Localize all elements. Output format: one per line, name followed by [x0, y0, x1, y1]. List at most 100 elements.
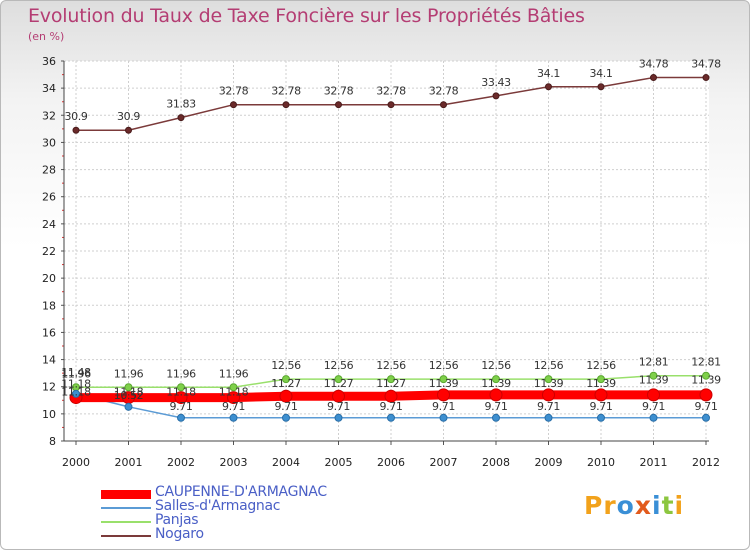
point-caupenne-2002: [174, 391, 188, 405]
point-nogaro-2007: [440, 101, 447, 109]
legend-label: Nogaro: [155, 526, 204, 542]
x-tick-label-2006: 2006: [377, 456, 405, 469]
data-label-salles-2012: 9.71: [695, 400, 718, 413]
point-panjas-2002: [177, 383, 185, 392]
logo-letter: o: [616, 491, 635, 520]
x-tick-label-2002: 2002: [167, 456, 195, 469]
point-panjas-2008: [492, 375, 500, 384]
data-label-panjas-lower-2009: 11.39: [534, 377, 564, 390]
point-salles-2003: [229, 413, 238, 422]
x-tick-label-2012: 2012: [692, 456, 720, 469]
data-label-nogaro-2003: 32.78: [219, 85, 249, 98]
point-nogaro-2011: [650, 74, 657, 82]
x-tick-label-2003: 2003: [220, 456, 248, 469]
point-panjas-2007: [439, 375, 448, 384]
data-label-nogaro-2009: 34.1: [537, 67, 560, 80]
data-label-panjas-lower-2001: 11.18: [114, 385, 144, 398]
data-label-salles-2005: 9.71: [327, 400, 350, 413]
logo-letter: r: [603, 491, 617, 520]
data-label-nogaro-2000: 30.9: [65, 110, 88, 123]
legend-swatch: [101, 507, 151, 509]
point-caupenne-2007: [437, 388, 450, 402]
point-panjas-2010: [597, 375, 605, 384]
data-label-salles-2008: 9.71: [485, 400, 508, 413]
point-panjas-2003: [229, 383, 238, 392]
data-label-panjas-lower-2007: 11.39: [429, 377, 459, 390]
data-label-panjas-2000: 11.96: [61, 367, 91, 380]
point-caupenne-2006: [384, 389, 398, 403]
point-caupenne-2010: [594, 388, 608, 402]
data-label-salles-2003: 9.71: [222, 400, 245, 413]
point-nogaro-2001: [125, 126, 132, 134]
data-label-salles-first-2000: 11.48: [61, 366, 91, 379]
point-panjas-2006: [387, 375, 395, 384]
data-label-panjas-2002: 11.96: [166, 367, 196, 380]
data-label-panjas-lower-2002: 11.18: [166, 385, 196, 398]
point-nogaro-2003: [230, 101, 237, 109]
data-label-nogaro-2001: 30.9: [117, 110, 140, 123]
logo-letter: x: [634, 491, 652, 520]
point-salles-2005: [334, 413, 343, 422]
y-tick-label-34: 34: [42, 82, 56, 95]
point-caupenne-2012: [699, 388, 713, 402]
data-label-panjas-lower-2004: 11.27: [271, 377, 301, 390]
y-tick-label-18: 18: [42, 299, 56, 312]
y-tick-label-12: 12: [42, 381, 56, 394]
unit-label: (en %): [28, 30, 65, 43]
x-tick-label-2005: 2005: [325, 456, 353, 469]
data-label-nogaro-2007: 32.78: [429, 85, 459, 98]
data-label-panjas-lower-2006: 11.27: [376, 377, 406, 390]
logo-letter: P: [584, 491, 604, 520]
legend-label: CAUPENNE-D'ARMAGNAC: [155, 484, 327, 500]
data-label-panjas-2010: 12.56: [586, 359, 616, 372]
point-panjas-2012: [702, 371, 710, 380]
point-caupenne-2005: [332, 389, 345, 403]
data-label-panjas-lower-2005: 11.27: [324, 377, 354, 390]
data-label-panjas-2005: 12.56: [324, 359, 354, 372]
data-label-panjas-2012: 12.81: [691, 356, 721, 369]
data-label-salles-2011: 9.71: [642, 400, 665, 413]
data-label-panjas-2004: 12.56: [271, 359, 301, 372]
logo-letter: i: [652, 491, 662, 520]
point-panjas-2005: [334, 375, 343, 384]
chart-title: Evolution du Taux de Taxe Foncière sur l…: [28, 5, 585, 27]
data-label-panjas-2003: 11.96: [219, 367, 249, 380]
x-tick-label-2011: 2011: [640, 456, 668, 469]
data-label-nogaro-2004: 32.78: [271, 85, 301, 98]
data-label-nogaro-2008: 33.43: [481, 76, 511, 89]
point-salles-2012: [702, 413, 710, 422]
point-salles-2006: [387, 413, 395, 422]
point-salles-2008: [492, 413, 500, 422]
data-label-salles-2010: 9.71: [590, 400, 613, 413]
data-label-salles-2002: 9.71: [170, 400, 193, 413]
data-label-nogaro-2005: 32.78: [324, 85, 354, 98]
data-label-panjas-lower-2010: 11.39: [586, 377, 616, 390]
y-tick-label-22: 22: [42, 245, 56, 258]
point-nogaro-2006: [387, 101, 395, 109]
point-salles-2002: [177, 413, 185, 422]
point-salles-2009: [544, 413, 553, 422]
y-tick-label-14: 14: [42, 354, 56, 367]
point-nogaro-2012: [702, 74, 710, 82]
logo-letter: t: [661, 491, 675, 520]
point-salles-2007: [439, 413, 448, 422]
legend-label: Salles-d'Armagnac: [155, 498, 281, 514]
point-caupenne-2003: [227, 391, 240, 405]
data-label-nogaro-2010: 34.1: [590, 67, 613, 80]
legend-label: Panjas: [155, 512, 199, 528]
point-panjas-2011: [649, 371, 658, 380]
data-label-salles-2007: 9.71: [432, 400, 455, 413]
y-tick-label-32: 32: [42, 109, 56, 122]
logo-letter: i: [674, 491, 685, 520]
x-tick-label-2004: 2004: [272, 456, 300, 469]
point-salles-2000: [72, 389, 80, 398]
point-nogaro-2010: [597, 83, 605, 91]
data-label-caupenne-2000: 11.18: [61, 378, 91, 391]
y-tick-label-36: 36: [42, 55, 56, 68]
legend-swatch: [101, 490, 151, 499]
y-tick-label-28: 28: [42, 164, 56, 177]
data-label-panjas-2011: 12.81: [639, 356, 669, 369]
legend-swatch: [101, 535, 151, 537]
data-label-panjas-lower-2012: 11.39: [691, 374, 721, 387]
